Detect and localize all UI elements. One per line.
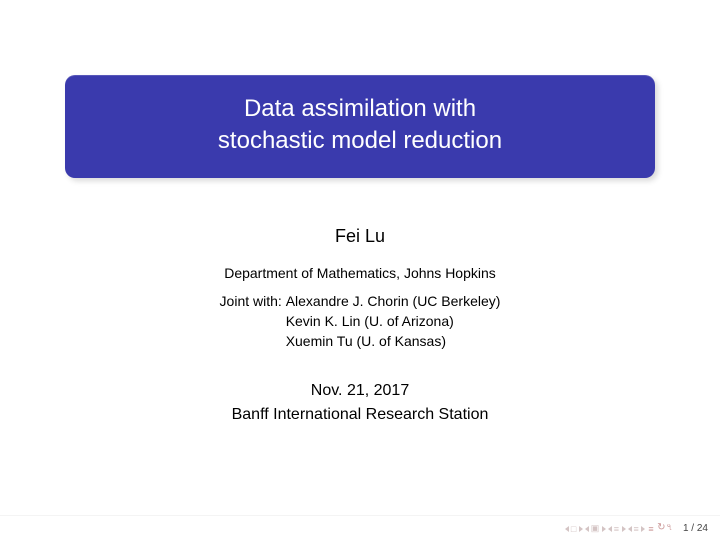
collaborator-item: Alexandre J. Chorin (UC Berkeley) [286,291,501,311]
department: Department of Mathematics, Johns Hopkins [224,265,496,281]
collaborators-block: Joint with: Alexandre J. Chorin (UC Berk… [220,291,501,352]
footer-bar: □ ▣ ≡ ≡ ≡ ↻৭ 1 / 24 [0,515,720,541]
author-name: Fei Lu [335,226,385,247]
title-box: Data assimilation with stochastic model … [65,75,655,178]
nav-first-icon[interactable]: □ [565,524,583,534]
nav-prev-icon[interactable]: ▣ [585,523,606,534]
talk-venue: Banff International Research Station [232,406,489,424]
nav-icons: □ ▣ ≡ ≡ ≡ ↻৭ [565,520,673,537]
nav-fwd-icon[interactable]: ≡ [628,524,646,534]
collaborator-item: Xuemin Tu (U. of Kansas) [286,331,501,351]
nav-loop-icon[interactable]: ↻৭ [657,520,673,537]
title-line-1: Data assimilation with [85,93,635,125]
collaborator-item: Kevin K. Lin (U. of Arizona) [286,311,501,331]
joint-with-label: Joint with: [220,291,286,352]
nav-section-icon[interactable]: ≡ [647,524,655,534]
page-number: 1 / 24 [683,523,708,534]
slide-container: Data assimilation with stochastic model … [0,0,720,541]
nav-back-icon[interactable]: ≡ [608,524,626,534]
talk-date: Nov. 21, 2017 [311,382,409,400]
collaborator-list: Alexandre J. Chorin (UC Berkeley) Kevin … [286,291,501,352]
title-line-2: stochastic model reduction [85,125,635,157]
